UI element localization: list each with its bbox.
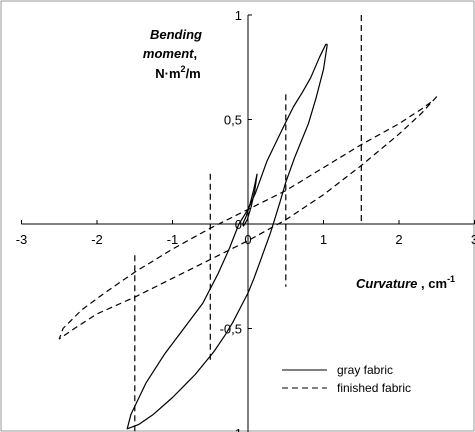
- series-finished-fabric: [58, 96, 438, 340]
- y-axis-title-line2: moment,: [143, 46, 197, 61]
- series-gray-fabric: [126, 43, 328, 430]
- x-tick-label: -1: [167, 232, 179, 247]
- x-tick-label: 1: [320, 232, 327, 247]
- axes-layer: [21, 14, 475, 432]
- data-layer: [58, 15, 438, 432]
- x-tick-label: 0: [244, 232, 251, 247]
- y-axis-unit: N·m2/m: [155, 64, 200, 81]
- y-axis-title: Bending moment, N·m2/m: [143, 27, 202, 81]
- y-tick-label: 0: [235, 217, 242, 232]
- y-tick-label: -1: [230, 426, 242, 432]
- legend-label-gray-fabric: gray fabric: [337, 363, 393, 377]
- x-tick-label: -3: [16, 232, 28, 247]
- y-tick-label: 0,5: [224, 113, 242, 128]
- legend: gray fabric finished fabric: [282, 363, 411, 395]
- x-axis-title: Curvature , cm-1: [356, 274, 455, 291]
- x-tick-label: -2: [91, 232, 103, 247]
- series-gray-fabric-inner-loop: [242, 173, 258, 227]
- x-tick-label: 2: [395, 232, 402, 247]
- tick-label-layer: -3 -2 -1 0 1 2 3 -1 -0,5 0 0,5 1: [16, 8, 475, 432]
- y-axis-title-line1: Bending: [150, 27, 202, 42]
- y-tick-label: -0,5: [220, 322, 242, 337]
- legend-label-finished-fabric: finished fabric: [337, 381, 411, 395]
- x-tick-label: 3: [471, 232, 475, 247]
- y-tick-label: 1: [235, 8, 242, 23]
